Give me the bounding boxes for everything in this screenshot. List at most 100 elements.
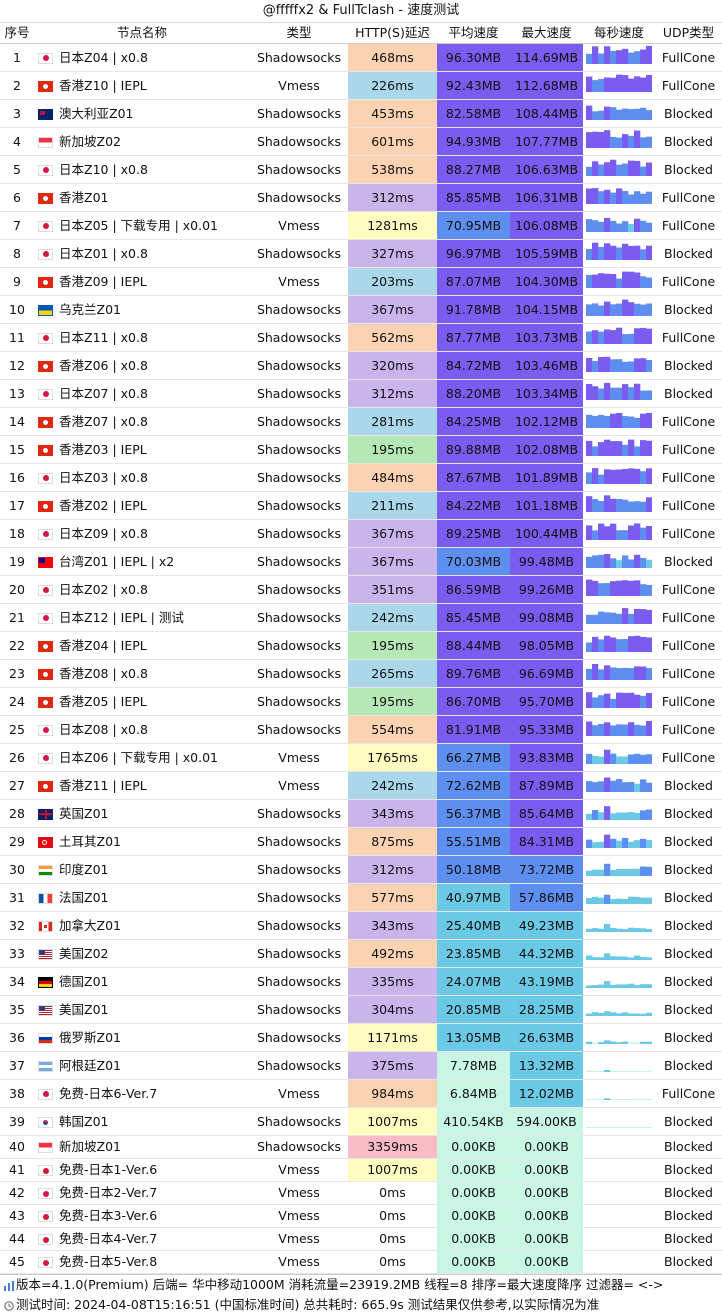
- speed-sample-bar: [640, 304, 647, 316]
- table-row[interactable]: 14 香港Z07 | x0.8 Shadowsocks 281ms 84.25MB 102…: [0, 407, 722, 436]
- table-row[interactable]: 13 日本Z07 | x0.8 Shadowsocks 312ms 88.20MB 103…: [0, 379, 722, 408]
- avg-speed-value: 85.45MB: [437, 603, 510, 632]
- udp-type: FullCone: [655, 183, 722, 212]
- avg-speed-value: 86.70MB: [437, 687, 510, 716]
- speed-sample-bar: [592, 928, 599, 932]
- speed-sample-bar: [640, 249, 647, 260]
- table-row[interactable]: 38 免费-日本6-Ver.7 Vmess 984ms 6.84MB 12.02MB Ful…: [0, 1079, 722, 1108]
- speed-sample-bar: [622, 499, 629, 512]
- table-row[interactable]: 18 日本Z09 | x0.8 Shadowsocks 367ms 89.25MB 100…: [0, 519, 722, 548]
- table-row[interactable]: 44 免费-日本4-Ver.7 Vmess 0ms 0.00KB 0.00KB Blocke…: [0, 1227, 722, 1251]
- table-row[interactable]: 19 台湾Z01 | IEPL | x2 Shadowsocks 367ms 70.03…: [0, 547, 722, 576]
- table-row[interactable]: 33 美国Z02 Shadowsocks 492ms 23.85MB 44.32MB Blo…: [0, 939, 722, 968]
- table-row[interactable]: 1 日本Z04 | x0.8 Shadowsocks 468ms 96.30MB 114.…: [0, 43, 722, 72]
- table-row[interactable]: 9 香港Z09 | IEPL Vmess 203ms 87.07MB 104.30MB Fu…: [0, 267, 722, 296]
- table-row[interactable]: 16 日本Z03 | x0.8 Shadowsocks 484ms 87.67MB 101…: [0, 463, 722, 492]
- udp-type: FullCone: [655, 687, 722, 716]
- speed-sparkline: [586, 271, 653, 288]
- speed-sample-bar: [634, 868, 641, 876]
- speed-sample-bar: [646, 897, 653, 904]
- table-row[interactable]: 31 法国Z01 Shadowsocks 577ms 40.97MB 57.86MB Blo…: [0, 883, 722, 912]
- table-row[interactable]: 26 日本Z06 | 下载专用 | x0.01 Vmess 1765ms 66.27MB…: [0, 743, 722, 772]
- table-row[interactable]: 42 免费-日本2-Ver.7 Vmess 0ms 0.00KB 0.00KB Blocke…: [0, 1181, 722, 1205]
- row-index: 34: [0, 967, 34, 996]
- table-row[interactable]: 32 加拿大Z01 Shadowsocks 343ms 25.40MB 49.23MB Bl…: [0, 911, 722, 940]
- row-index: 33: [0, 939, 34, 968]
- avg-speed-value: 89.76MB: [437, 659, 510, 688]
- table-row[interactable]: 35 美国Z01 Shadowsocks 304ms 20.85MB 28.25MB Blo…: [0, 995, 722, 1024]
- table-row[interactable]: 3 澳大利亚Z01 Shadowsocks 453ms 82.58MB 108.44MB B…: [0, 99, 722, 128]
- table-row[interactable]: 40 新加坡Z01 Shadowsocks 3359ms 0.00KB 0.00KB Blo…: [0, 1135, 722, 1159]
- table-row[interactable]: 23 香港Z08 | x0.8 Shadowsocks 265ms 89.76MB 96.…: [0, 659, 722, 688]
- table-row[interactable]: 17 香港Z02 | IEPL Shadowsocks 211ms 84.22MB 101…: [0, 491, 722, 520]
- protocol-type: Shadowsocks: [250, 99, 348, 128]
- speed-sample-bar: [610, 220, 617, 232]
- speed-sample-bar: [634, 383, 641, 400]
- table-row[interactable]: 30 印度Z01 Shadowsocks 312ms 50.18MB 73.72MB Blo…: [0, 855, 722, 884]
- speed-sample-bar: [586, 132, 593, 148]
- speed-sample-bar: [604, 217, 611, 232]
- max-speed-value: 44.32MB: [510, 939, 583, 968]
- table-row[interactable]: 4 新加坡Z02 Shadowsocks 601ms 94.93MB 107.77MB Bl…: [0, 127, 722, 156]
- avg-speed-value: 88.27MB: [437, 155, 510, 184]
- speed-sample-bar: [640, 501, 647, 512]
- table-row[interactable]: 45 免费-日本5-Ver.8 Vmess 0ms 0.00KB 0.00KB Blocke…: [0, 1250, 722, 1274]
- table-row[interactable]: 20 日本Z02 | x0.8 Shadowsocks 351ms 86.59MB 99.…: [0, 575, 722, 604]
- header-col-latency: HTTP(S)延迟: [348, 23, 437, 44]
- table-row[interactable]: 28 英国Z01 Shadowsocks 343ms 56.37MB 85.64MB Blo…: [0, 799, 722, 828]
- table-row[interactable]: 22 香港Z04 | IEPL Shadowsocks 195ms 88.44MB 98.…: [0, 631, 722, 660]
- speed-sample-bar: [640, 984, 647, 988]
- table-row[interactable]: 25 日本Z08 | x0.8 Shadowsocks 554ms 81.91MB 95.…: [0, 715, 722, 744]
- speed-sample-bar: [598, 1127, 605, 1128]
- udp-type: Blocked: [655, 939, 722, 968]
- table-row[interactable]: 15 香港Z03 | IEPL Shadowsocks 195ms 89.88MB 102…: [0, 435, 722, 464]
- speed-sample-bar: [640, 1127, 647, 1128]
- avg-speed-value: 66.27MB: [437, 743, 510, 772]
- table-row[interactable]: 27 香港Z11 | IEPL Vmess 242ms 72.62MB 87.89MB Bl…: [0, 771, 722, 800]
- speed-sample-bar: [598, 442, 605, 456]
- speed-sample-bar: [646, 866, 653, 876]
- table-row[interactable]: 39 韩国Z01 Shadowsocks 1007ms 410.54KB 594.00KB…: [0, 1107, 722, 1136]
- table-row[interactable]: 41 免费-日本1-Ver.6 Vmess 1007ms 0.00KB 0.00KB Blo…: [0, 1158, 722, 1182]
- max-speed-value: 594.00KB: [510, 1107, 583, 1136]
- node-name-cell: 香港Z04 | IEPL: [34, 631, 250, 660]
- speed-sample-bar: [616, 668, 623, 680]
- speed-graph: [583, 799, 655, 828]
- table-row[interactable]: 43 免费-日本3-Ver.6 Vmess 0ms 0.00KB 0.00KB Blocke…: [0, 1204, 722, 1228]
- speed-sample-bar: [640, 558, 647, 568]
- table-row[interactable]: 21 日本Z12 | IEPL | 测试 Shadowsocks 242ms 85.45…: [0, 603, 722, 632]
- latency-value: 484ms: [348, 463, 437, 492]
- protocol-type: Shadowsocks: [250, 827, 348, 856]
- table-row[interactable]: 10 乌克兰Z01 Shadowsocks 367ms 91.78MB 104.15MB B…: [0, 295, 722, 324]
- table-row[interactable]: 36 俄罗斯Z01 Shadowsocks 1171ms 13.05MB 26.63MB B…: [0, 1023, 722, 1052]
- table-row[interactable]: 24 香港Z05 | IEPL Shadowsocks 195ms 86.70MB 95.…: [0, 687, 722, 716]
- latency-value: 492ms: [348, 939, 437, 968]
- latency-value: 3359ms: [348, 1135, 437, 1159]
- table-row[interactable]: 37 阿根廷Z01 Shadowsocks 375ms 7.78MB 13.32MB Blo…: [0, 1051, 722, 1080]
- max-speed-value: 13.32MB: [510, 1051, 583, 1080]
- node-name: 免费-日本2-Ver.7: [59, 1185, 158, 1200]
- speed-sample-bar: [610, 387, 617, 400]
- protocol-type: Shadowsocks: [250, 715, 348, 744]
- node-name-cell: 乌克兰Z01: [34, 295, 250, 324]
- speed-sample-bar: [610, 159, 617, 176]
- udp-type: Blocked: [655, 1204, 722, 1228]
- speed-sample-bar: [592, 664, 599, 680]
- table-row[interactable]: 34 德国Z01 Shadowsocks 335ms 24.07MB 43.19MB Blo…: [0, 967, 722, 996]
- table-row[interactable]: 11 日本Z11 | x0.8 Shadowsocks 562ms 87.77MB 103…: [0, 323, 722, 352]
- table-row[interactable]: 8 日本Z01 | x0.8 Shadowsocks 327ms 96.97MB 105.…: [0, 239, 722, 268]
- speed-graph: [583, 855, 655, 884]
- table-row[interactable]: 7 日本Z05 | 下载专用 | x0.01 Vmess 1281ms 70.95MB 1…: [0, 211, 722, 240]
- table-row[interactable]: 29 土耳其Z01 Shadowsocks 875ms 55.51MB 84.31MB Bl…: [0, 827, 722, 856]
- speed-sample-bar: [640, 137, 647, 148]
- latency-value: 281ms: [348, 407, 437, 436]
- latency-value: 601ms: [348, 127, 437, 156]
- speed-graph: [583, 687, 655, 716]
- speed-sample-bar: [646, 754, 653, 764]
- table-row[interactable]: 12 香港Z06 | x0.8 Shadowsocks 320ms 84.72MB 103…: [0, 351, 722, 380]
- max-speed-value: 114.69MB: [510, 43, 583, 72]
- table-row[interactable]: 6 香港Z01 Shadowsocks 312ms 85.85MB 106.31MB Ful…: [0, 183, 722, 212]
- node-name: 日本Z05 | 下载专用 | x0.01: [59, 217, 219, 233]
- table-row[interactable]: 5 日本Z10 | x0.8 Shadowsocks 538ms 88.27MB 106.…: [0, 155, 722, 184]
- table-row[interactable]: 2 香港Z10 | IEPL Vmess 226ms 92.43MB 112.68MB Fu…: [0, 71, 722, 100]
